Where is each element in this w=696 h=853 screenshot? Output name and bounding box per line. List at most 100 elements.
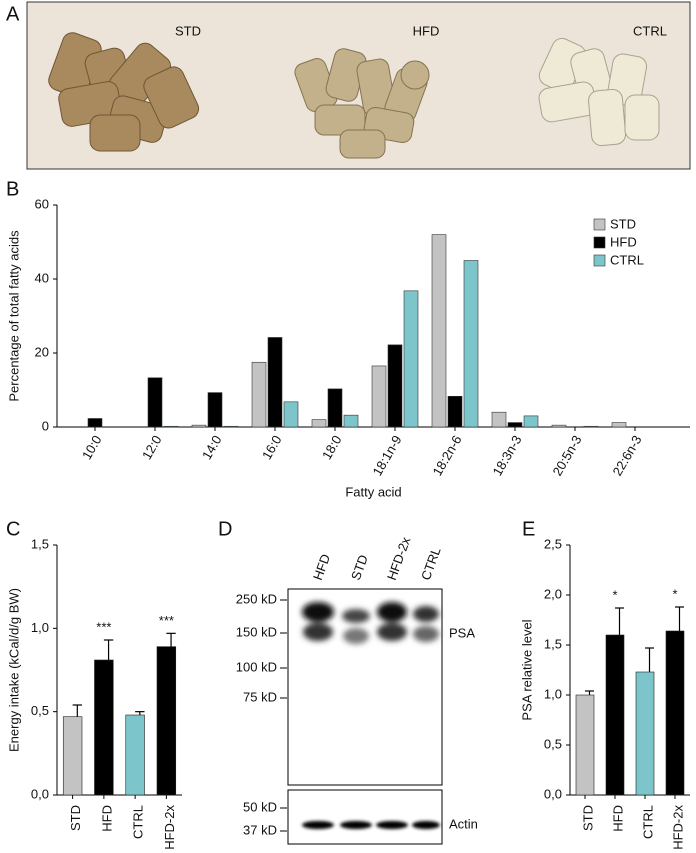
- photo-label: HFD: [413, 23, 440, 38]
- blot-frame: [287, 588, 443, 786]
- bar: [343, 414, 359, 428]
- blot-label: Actin: [449, 816, 478, 831]
- y-tick-label: 0,0: [544, 786, 562, 801]
- photo-label: CTRL: [633, 23, 667, 38]
- lane-label: STD: [348, 553, 371, 583]
- significance: *: [612, 587, 617, 602]
- pellets-ctrl: [538, 37, 660, 147]
- panel-label: A: [6, 3, 20, 25]
- bar: [463, 260, 479, 428]
- y-axis-label: Percentage of total fatty acids: [6, 230, 21, 402]
- y-tick-label: 1,5: [31, 536, 49, 551]
- marker-label: 75 kD: [243, 689, 277, 704]
- legend-swatch: [593, 218, 606, 231]
- x-tick-label: 18:1n-9: [370, 433, 405, 479]
- bar: [251, 361, 267, 428]
- bar: [191, 424, 207, 428]
- bar: [207, 392, 223, 428]
- panel-label: B: [6, 178, 19, 200]
- bar: [163, 425, 179, 428]
- x-tick-label: 16:0: [259, 433, 285, 462]
- marker-label: 37 kD: [243, 822, 277, 837]
- x-tick-label: 18:3n-3: [490, 433, 525, 479]
- bar: [551, 424, 567, 428]
- bar: [605, 634, 625, 796]
- bar: [635, 671, 655, 796]
- blot-label: PSA: [449, 625, 475, 640]
- x-tick-label: 18:0: [319, 433, 345, 462]
- y-tick-label: 60: [35, 196, 49, 211]
- y-axis-label: PSA relative level: [519, 619, 534, 720]
- y-axis-label: Energy intake (kCal/d/g BW): [6, 588, 21, 752]
- panel-label: C: [6, 518, 20, 540]
- y-tick-label: 40: [35, 270, 49, 285]
- x-tick-label: 22:6n-3: [610, 433, 645, 479]
- y-tick-label: 0,5: [31, 703, 49, 718]
- y-tick-label: 0: [42, 418, 49, 433]
- bar: [62, 716, 83, 796]
- panel-label: D: [218, 518, 232, 540]
- bar: [267, 337, 283, 428]
- x-tick-label: HFD: [610, 805, 625, 832]
- pellets-hfd: [294, 48, 430, 159]
- significance: *: [672, 586, 677, 601]
- significance: ***: [159, 613, 174, 628]
- legend-label: HFD: [610, 234, 637, 249]
- x-tick-label: STD: [68, 805, 83, 831]
- y-tick-label: 0,0: [31, 786, 49, 801]
- marker-label: 150 kD: [236, 624, 277, 639]
- bar: [147, 377, 163, 428]
- panel-label: E: [522, 518, 535, 540]
- pellets-std: [48, 32, 200, 152]
- legend-label: CTRL: [610, 252, 644, 267]
- x-tick-label: CTRL: [131, 805, 146, 839]
- y-tick-label: 0,5: [544, 736, 562, 751]
- x-tick-label: HFD-2x: [162, 805, 177, 850]
- lane-label: HFD: [310, 552, 333, 582]
- x-tick-label: 14:0: [199, 433, 225, 462]
- marker-label: 250 kD: [236, 591, 277, 606]
- legend-swatch: [593, 236, 606, 249]
- bar: [87, 418, 103, 428]
- bar: [665, 630, 685, 796]
- bar: [523, 415, 539, 428]
- bar: [371, 365, 387, 428]
- x-tick-label: STD: [580, 805, 595, 831]
- blot-frame: [287, 789, 443, 845]
- y-tick-label: 2,5: [544, 536, 562, 551]
- y-tick-label: 1,0: [31, 620, 49, 635]
- x-tick-label: 18:2n-6: [430, 433, 465, 479]
- bar: [387, 344, 403, 428]
- x-axis-label: Fatty acid: [345, 484, 401, 499]
- legend-swatch: [593, 254, 606, 267]
- x-tick-label: 10:0: [79, 433, 105, 462]
- y-tick-label: 1,5: [544, 636, 562, 651]
- bar: [327, 388, 343, 428]
- bar: [447, 395, 463, 428]
- bar: [156, 646, 177, 796]
- lane-label: CTRL: [418, 545, 444, 582]
- blot-bands: [302, 602, 440, 829]
- bar: [611, 422, 627, 428]
- bar: [311, 419, 327, 428]
- marker-label: 50 kD: [243, 799, 277, 814]
- bar: [575, 694, 595, 796]
- bar: [583, 425, 599, 428]
- x-tick-label: 12:0: [139, 433, 165, 462]
- marker-label: 100 kD: [236, 659, 277, 674]
- lane-label: HFD-2x: [384, 535, 414, 583]
- x-tick-label: HFD-2x: [670, 805, 685, 850]
- x-tick-label: HFD: [99, 805, 114, 832]
- bar: [223, 425, 239, 428]
- bar: [507, 422, 523, 428]
- bar: [125, 714, 145, 796]
- significance: ***: [96, 619, 111, 634]
- y-tick-label: 1,0: [544, 686, 562, 701]
- y-tick-label: 2,0: [544, 586, 562, 601]
- bar: [94, 659, 114, 796]
- y-tick-label: 20: [35, 344, 49, 359]
- bar: [283, 401, 299, 428]
- x-tick-label: 20:5n-3: [550, 433, 585, 479]
